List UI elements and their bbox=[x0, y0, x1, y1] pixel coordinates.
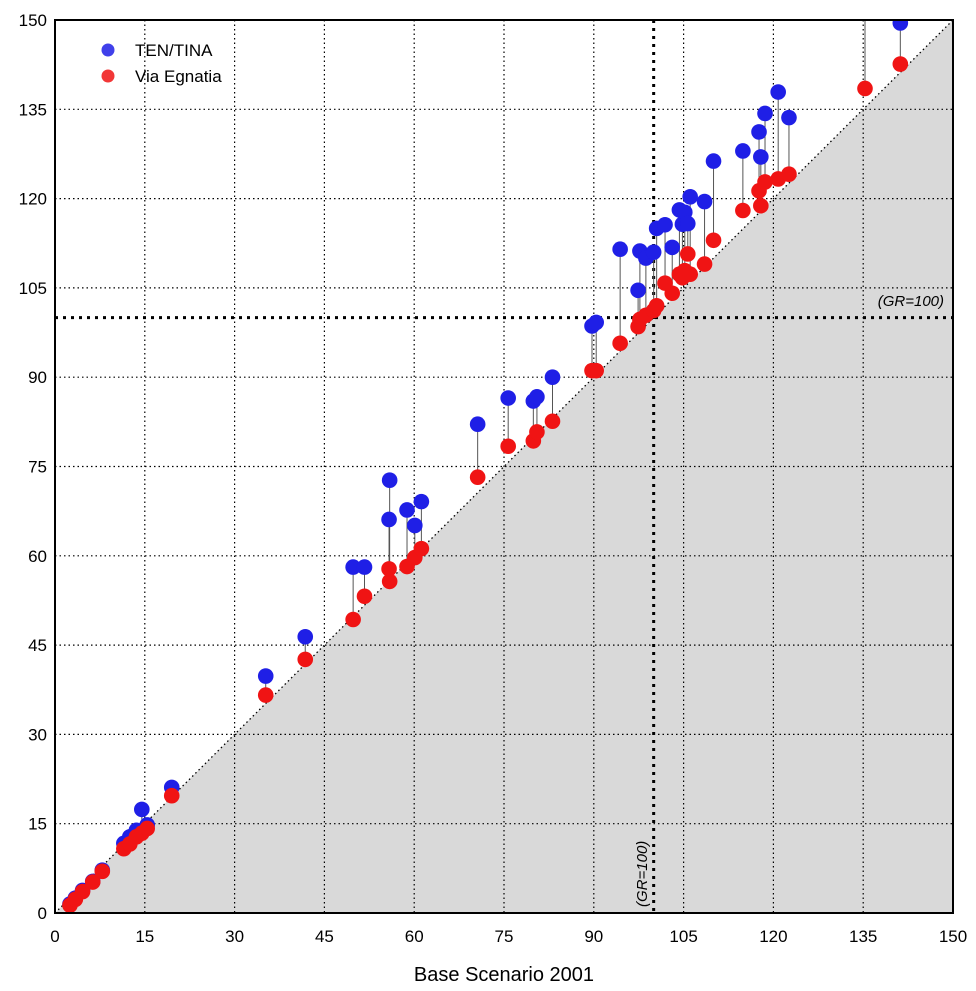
legend-label-ten-tina: TEN/TINA bbox=[135, 41, 213, 60]
reference-label-vertical: (GR=100) bbox=[634, 841, 651, 907]
point-via-egnatia bbox=[381, 573, 398, 590]
point-via-egnatia bbox=[612, 335, 628, 352]
point-via-egnatia bbox=[356, 588, 373, 605]
reference-lines bbox=[54, 19, 954, 914]
point-ten-tina bbox=[381, 472, 398, 488]
y-tick-label: 135 bbox=[19, 100, 47, 119]
x-tick-label: 45 bbox=[315, 927, 334, 946]
point-ten-tina bbox=[134, 801, 150, 818]
point-ten-tina bbox=[645, 244, 662, 260]
point-ten-tina bbox=[469, 416, 486, 433]
point-ten-tina bbox=[399, 502, 415, 518]
y-tick-label: 75 bbox=[28, 458, 47, 477]
x-tick-label: 0 bbox=[50, 927, 59, 946]
x-tick-label: 30 bbox=[225, 927, 244, 946]
plot-frame bbox=[54, 19, 954, 914]
point-via-egnatia bbox=[84, 874, 101, 890]
point-ten-tina bbox=[751, 124, 767, 140]
point-ten-tina bbox=[892, 20, 909, 31]
point-via-egnatia bbox=[469, 469, 486, 486]
reference-label-horizontal: (GR=100) bbox=[878, 293, 944, 310]
y-tick-label: 30 bbox=[28, 725, 47, 744]
x-tick-label: 60 bbox=[405, 927, 424, 946]
point-via-egnatia bbox=[345, 611, 361, 628]
point-via-egnatia bbox=[682, 266, 698, 283]
y-tick-label: 90 bbox=[28, 368, 47, 387]
point-via-egnatia bbox=[664, 285, 681, 302]
point-via-egnatia bbox=[857, 80, 873, 97]
x-tick-label: 135 bbox=[849, 927, 877, 946]
y-tick-label: 45 bbox=[28, 636, 47, 655]
point-ten-tina bbox=[500, 390, 516, 406]
legend: TEN/TINA Via Egnatia bbox=[101, 41, 222, 86]
point-ten-tina bbox=[753, 149, 769, 165]
x-tick-label: 90 bbox=[584, 927, 603, 946]
point-via-egnatia bbox=[413, 540, 430, 557]
point-via-egnatia bbox=[705, 232, 722, 249]
y-tick-label: 120 bbox=[19, 190, 47, 209]
y-tick-label: 15 bbox=[28, 815, 47, 834]
point-ten-tina bbox=[345, 559, 361, 575]
grid bbox=[55, 20, 953, 913]
point-ten-tina bbox=[544, 369, 561, 386]
point-ten-tina bbox=[381, 511, 397, 528]
point-ten-tina bbox=[529, 389, 545, 405]
y-tick-label: 105 bbox=[19, 279, 47, 298]
point-ten-tina bbox=[705, 153, 722, 169]
x-axis-tick-labels: 0 15 30 45 60 75 90 105 120 135 150 bbox=[50, 927, 967, 946]
x-axis-title: Base Scenario 2001 bbox=[414, 964, 594, 986]
point-ten-tina bbox=[781, 109, 797, 126]
point-ten-tina bbox=[679, 215, 696, 232]
point-via-egnatia bbox=[74, 883, 91, 900]
point-via-egnatia bbox=[163, 787, 180, 804]
point-ten-tina bbox=[770, 84, 786, 100]
point-ten-tina bbox=[257, 668, 274, 684]
point-via-egnatia bbox=[781, 166, 797, 182]
point-ten-tina bbox=[664, 239, 681, 256]
point-ten-tina bbox=[696, 193, 713, 210]
x-tick-label: 120 bbox=[759, 927, 787, 946]
y-tick-label: 150 bbox=[19, 11, 47, 30]
point-via-egnatia bbox=[381, 561, 397, 577]
y-tick-label: 60 bbox=[28, 547, 47, 566]
point-ten-tina bbox=[612, 241, 628, 258]
point-ten-tina bbox=[588, 314, 604, 331]
point-via-egnatia bbox=[588, 362, 604, 379]
x-tick-label: 75 bbox=[495, 927, 514, 946]
legend-marker-ten-tina bbox=[101, 43, 115, 57]
x-tick-label: 15 bbox=[135, 927, 154, 946]
point-via-egnatia bbox=[696, 256, 713, 272]
y-tick-label: 0 bbox=[38, 904, 47, 923]
point-via-egnatia bbox=[757, 174, 773, 190]
legend-label-via-egnatia: Via Egnatia bbox=[135, 67, 222, 86]
point-ten-tina bbox=[630, 282, 646, 299]
point-via-egnatia bbox=[544, 413, 561, 430]
point-via-egnatia bbox=[648, 297, 665, 314]
point-via-egnatia bbox=[892, 56, 909, 72]
x-tick-label: 150 bbox=[939, 927, 967, 946]
point-ten-tina bbox=[682, 189, 698, 205]
point-via-egnatia bbox=[94, 863, 111, 880]
data-points bbox=[62, 20, 909, 913]
point-via-egnatia bbox=[500, 438, 516, 455]
point-ten-tina bbox=[657, 216, 673, 233]
point-ten-tina bbox=[297, 628, 314, 645]
point-via-egnatia bbox=[679, 246, 696, 262]
x-tick-label: 105 bbox=[669, 927, 697, 946]
legend-marker-via-egnatia bbox=[101, 69, 115, 83]
point-via-egnatia bbox=[257, 687, 274, 703]
point-ten-tina bbox=[356, 559, 373, 575]
point-via-egnatia bbox=[529, 424, 545, 440]
point-ten-tina bbox=[757, 105, 773, 122]
point-ten-tina bbox=[735, 143, 751, 159]
point-via-egnatia bbox=[297, 651, 314, 668]
point-via-egnatia bbox=[139, 820, 155, 837]
point-via-egnatia bbox=[735, 202, 751, 219]
point-via-egnatia bbox=[753, 197, 769, 214]
y-axis-tick-labels: 0 15 30 45 60 75 90 105 120 135 150 bbox=[19, 11, 47, 923]
point-ten-tina bbox=[413, 493, 430, 510]
point-ten-tina bbox=[406, 517, 423, 534]
